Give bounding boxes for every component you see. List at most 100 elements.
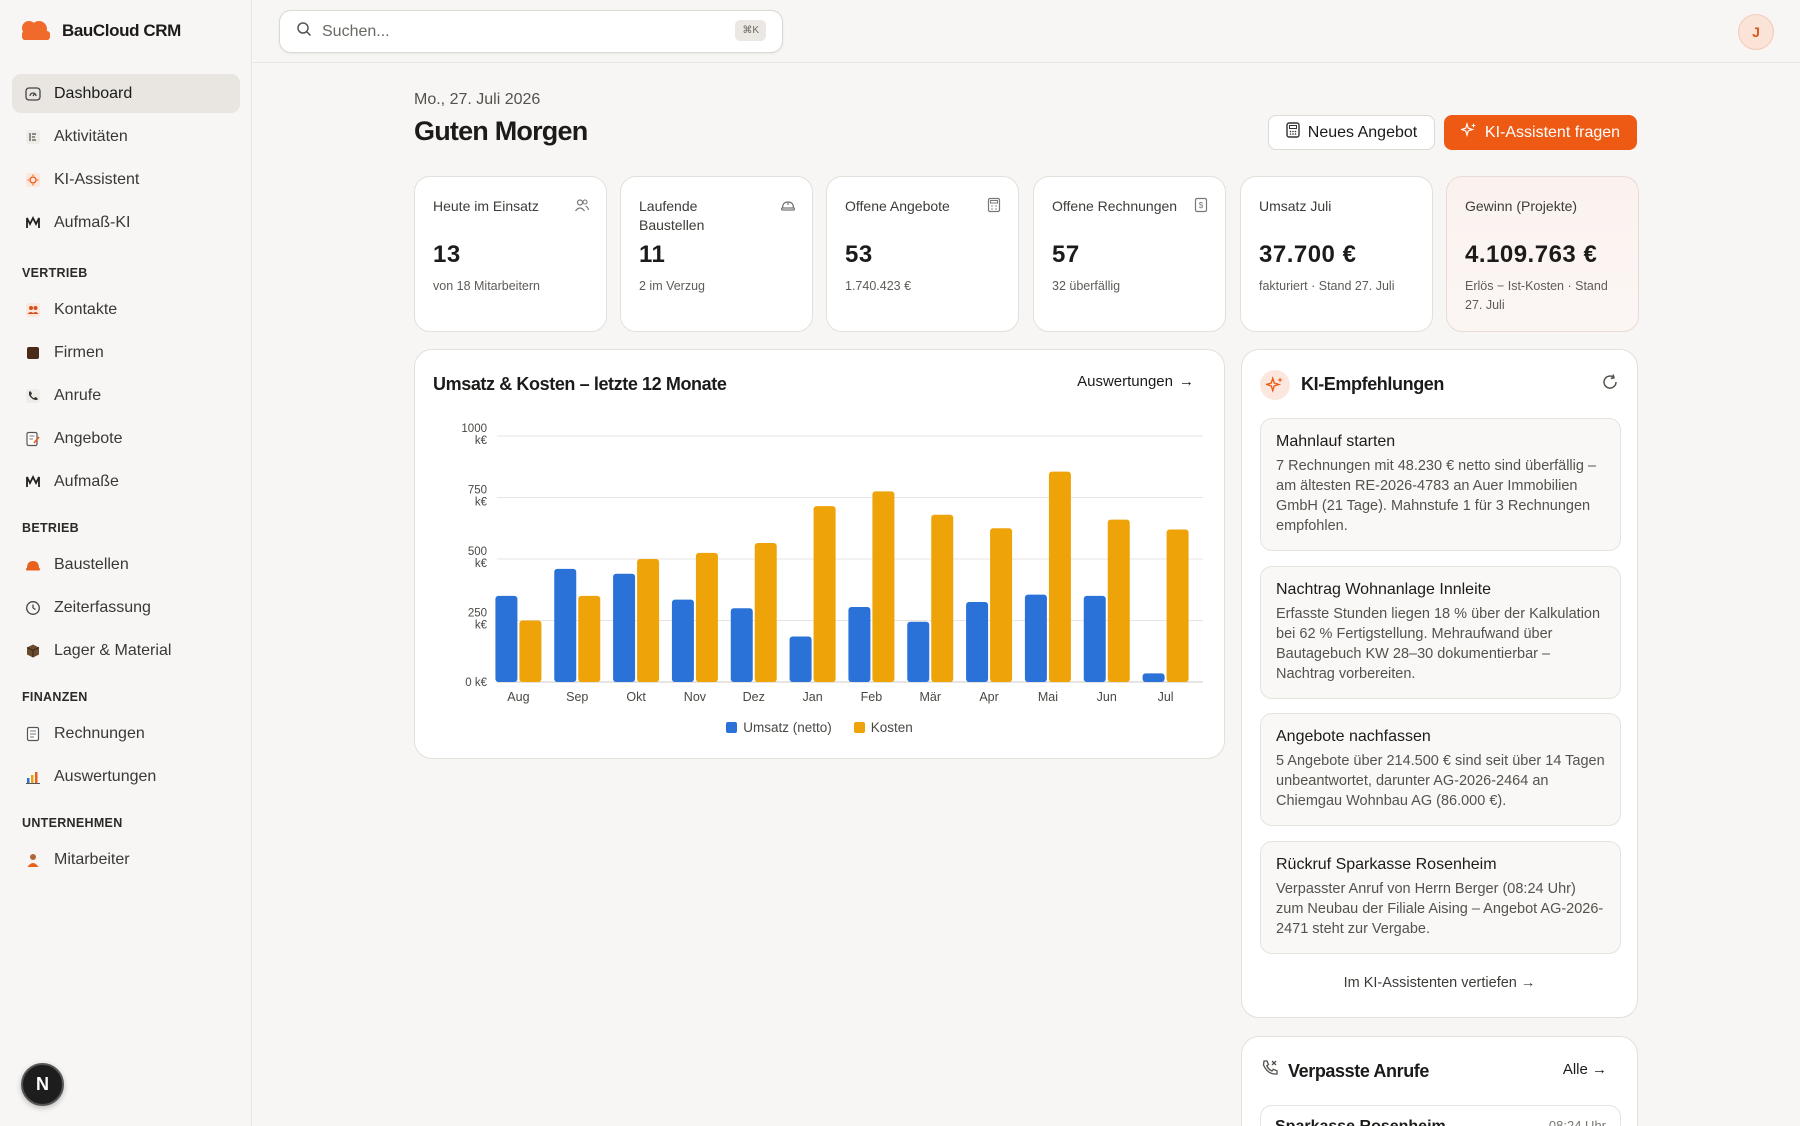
sidebar-item-aufmasse[interactable]: Aufmaße: [12, 462, 240, 501]
recommendation-title: Mahnlauf starten: [1276, 433, 1396, 450]
bar-umsatz: [671, 599, 694, 682]
sparkles-icon: [1459, 121, 1477, 143]
bar-kosten: [931, 514, 954, 682]
clock-icon: [24, 599, 42, 617]
sidebar-item-label: Dashboard: [54, 84, 133, 102]
auswertungen-link-label: Auswertungen: [1077, 373, 1173, 390]
kpi-label: Heute im Einsatz: [433, 198, 539, 214]
person-icon: [24, 851, 42, 869]
sidebar-item-label: Aktivitäten: [54, 127, 128, 145]
bar-kosten: [754, 543, 777, 682]
auswertungen-link[interactable]: Auswertungen →: [1077, 373, 1194, 390]
x-tick-label: Jan: [803, 690, 823, 704]
ki-assistant-label: KI-Assistent fragen: [1484, 123, 1621, 141]
sidebar-item-dashboard[interactable]: Dashboard: [12, 74, 240, 113]
x-tick-label: Sep: [566, 690, 588, 704]
x-tick-label: Mär: [919, 690, 941, 704]
kpi-label: Umsatz Juli: [1259, 198, 1332, 214]
kpi-card-baustellen[interactable]: Laufende Baustellen 11 2 im Verzug: [620, 176, 813, 332]
bar-chart: 0 k€ 250 k€ 500 k€ 750 k€ 1000 k€ Aug Sep Okt Nov Dez…: [461, 423, 1203, 704]
document-edit-icon: [24, 430, 42, 448]
kpi-card-umsatz[interactable]: Umsatz Juli 37.700 € fakturiert · Stand …: [1240, 176, 1433, 332]
ki-deepen-link[interactable]: Im KI-Assistenten vertiefen →: [1343, 975, 1536, 991]
all-calls-link[interactable]: Alle →: [1562, 1061, 1607, 1078]
bar-kosten: [1107, 519, 1130, 682]
bar-kosten: [1166, 529, 1189, 682]
recommendation-card[interactable]: Rückruf Sparkasse Rosenheim Verpasster A…: [1260, 841, 1621, 954]
recommendation-card[interactable]: Angebote nachfassen 5 Angebote über 214.…: [1260, 713, 1621, 826]
kpi-value: 13: [433, 241, 461, 268]
sidebar-item-angebote[interactable]: Angebote: [12, 419, 240, 458]
x-tick-label: Aug: [507, 690, 529, 704]
recommendation-card[interactable]: Nachtrag Wohnanlage Innleite Erfasste St…: [1260, 566, 1621, 699]
kpi-card-angebote[interactable]: Offene Angebote 53 1.740.423 €: [826, 176, 1019, 332]
bar-kosten: [578, 595, 601, 682]
bar-umsatz: [613, 573, 636, 682]
ki-assistant-button[interactable]: KI-Assistent fragen: [1444, 115, 1637, 150]
sidebar-item-auswertungen[interactable]: Auswertungen: [12, 757, 240, 796]
kpi-card-einsatz[interactable]: Heute im Einsatz 13 von 18 Mitarbeitern: [414, 176, 607, 332]
recommendation-card[interactable]: Mahnlauf starten 7 Rechnungen mit 48.230…: [1260, 418, 1621, 551]
kpi-value: 57: [1052, 241, 1080, 268]
calculator-icon: [1286, 122, 1300, 143]
kpi-card-gewinn[interactable]: Gewinn (Projekte) 4.109.763 € Erlös − Is…: [1446, 176, 1639, 332]
call-time: 08:24 Uhr: [1548, 1118, 1606, 1126]
hardhat-icon: [24, 556, 42, 574]
sidebar-item-label: Auswertungen: [54, 767, 157, 785]
page-title: Guten Morgen: [414, 116, 588, 146]
x-tick-label: Apr: [979, 690, 998, 704]
sidebar-item-kontakte[interactable]: Kontakte: [12, 290, 240, 329]
kpi-value: 11: [639, 241, 666, 268]
people-icon: [574, 197, 590, 213]
sidebar-item-baustellen[interactable]: Baustellen: [12, 545, 240, 584]
x-tick-label: Feb: [861, 690, 883, 704]
x-tick-label: Dez: [743, 690, 765, 704]
sidebar-item-rechnungen[interactable]: Rechnungen: [12, 714, 240, 753]
topbar: ⌘K J: [253, 0, 1800, 63]
missed-calls-card: Verpasste Anrufe Alle → Sparkasse Rosenh…: [1241, 1036, 1638, 1126]
sidebar-item-mitarbeiter[interactable]: Mitarbeiter: [12, 840, 240, 879]
recommendation-text: 7 Rechnungen mit 48.230 € netto sind übe…: [1276, 458, 1597, 534]
sidebar-item-aktivitaeten[interactable]: Aktivitäten: [12, 117, 240, 156]
sidebar-item-ki-assistent[interactable]: KI-Assistent: [12, 160, 240, 199]
kpi-card-rechnungen[interactable]: Offene Rechnungen $ 57 32 überfällig: [1033, 176, 1226, 332]
notification-badge-button[interactable]: N: [21, 1063, 64, 1106]
refresh-icon[interactable]: [1601, 373, 1619, 396]
arrow-right-icon: →: [1179, 373, 1194, 390]
current-date: Mo., 27. Juli 2026: [414, 91, 541, 108]
kpi-subtext: fakturiert · Stand 27. Juli: [1259, 279, 1395, 293]
ki-recommendations-card: KI-Empfehlungen Mahnlauf starten 7 Rechn…: [1241, 349, 1638, 1018]
x-tick-label: Nov: [684, 690, 707, 704]
gauge-icon: [24, 85, 42, 103]
chart-legend: Umsatz (netto) Kosten: [415, 720, 1224, 735]
avatar[interactable]: J: [1738, 14, 1774, 50]
recommendation-text: Erfasste Stunden liegen 18 % über der Ka…: [1276, 606, 1601, 682]
sidebar-item-aufmass-ki[interactable]: Aufmaß-KI: [12, 203, 240, 242]
kpi-label: Gewinn (Projekte): [1465, 198, 1578, 214]
sidebar-item-lager-material[interactable]: Lager & Material: [12, 631, 240, 670]
sidebar: BauCloud CRM Dashboard Aktivitäten KI-As…: [0, 0, 252, 1126]
sidebar-item-anrufe[interactable]: Anrufe: [12, 376, 240, 415]
phone-icon: [24, 387, 42, 405]
sidebar-item-zeiterfassung[interactable]: Zeiterfassung: [12, 588, 240, 627]
brand[interactable]: BauCloud CRM: [20, 16, 181, 46]
sidebar-item-firmen[interactable]: Firmen: [12, 333, 240, 372]
sidebar-item-label: Firmen: [54, 343, 104, 361]
caller-name: Sparkasse Rosenheim: [1275, 1118, 1446, 1126]
legend-item-umsatz[interactable]: Umsatz (netto): [726, 720, 832, 735]
hardhat-icon: [780, 197, 796, 213]
legend-item-kosten[interactable]: Kosten: [853, 720, 913, 735]
x-tick-label: Mai: [1038, 690, 1058, 704]
recommendation-title: Angebote nachfassen: [1276, 728, 1431, 745]
missed-call-row[interactable]: Sparkasse Rosenheim 08:24 Uhr: [1260, 1105, 1621, 1126]
y-tick-label: 250 k€: [468, 608, 488, 632]
sidebar-item-label: KI-Assistent: [54, 170, 140, 188]
bar-umsatz: [848, 606, 871, 682]
legend-swatch: [726, 722, 738, 733]
invoice-icon: [24, 725, 42, 743]
bar-kosten: [695, 552, 718, 682]
search-input[interactable]: [322, 22, 722, 41]
search-box[interactable]: ⌘K: [279, 10, 783, 53]
new-offer-button[interactable]: Neues Angebot: [1268, 115, 1435, 150]
x-tick-label: Okt: [626, 690, 646, 704]
